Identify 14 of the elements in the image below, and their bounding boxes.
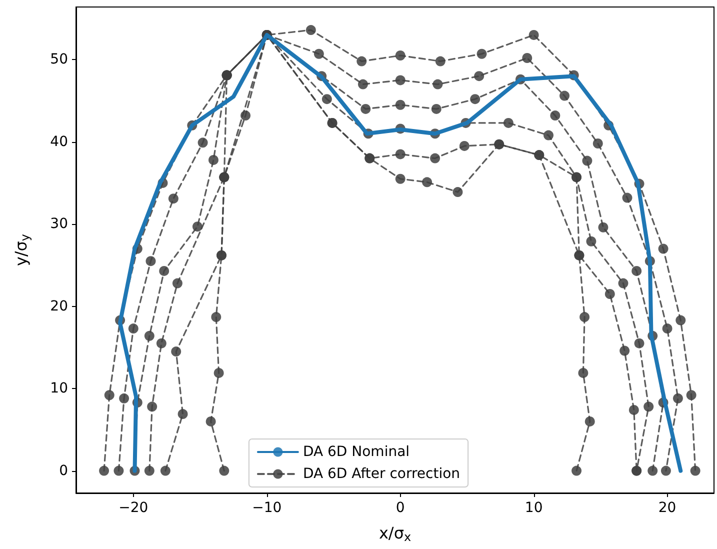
y-tick-label: 10	[50, 380, 68, 397]
legend-label: DA 6D Nominal	[302, 444, 410, 460]
x-tick-label: −20	[118, 500, 148, 516]
y-axis-title: y/σy	[12, 234, 32, 266]
x-tick-label: −10	[252, 500, 282, 516]
y-tick-label: 0	[59, 462, 68, 479]
x-tick-label: 0	[396, 500, 405, 516]
y-tick-label: 50	[50, 52, 68, 68]
y-tick-label: 40	[50, 134, 68, 150]
y-tick-label: 30	[50, 216, 68, 232]
x-tick-label: 20	[658, 500, 676, 516]
y-tick-label: 20	[50, 298, 68, 314]
x-tick-label: 10	[524, 500, 543, 516]
legend-label: DA 6D After correction	[302, 466, 460, 482]
